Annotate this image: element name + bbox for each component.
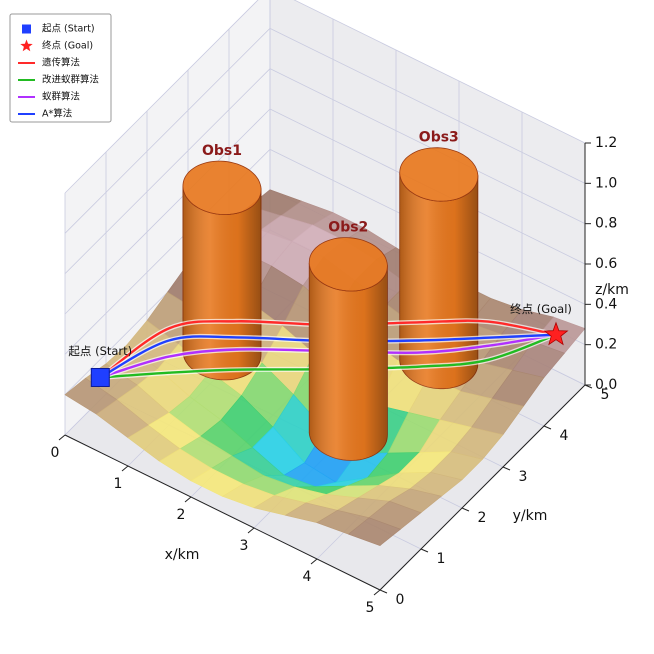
x-axis-label: x/km	[165, 547, 200, 563]
pane-left	[65, 0, 270, 435]
z-tick-label: 0.6	[595, 256, 617, 272]
x-axis-line	[64, 434, 381, 591]
grid-line	[293, 0, 586, 144]
x-tick-label: 2	[177, 507, 186, 523]
y-tick-label: 2	[478, 510, 487, 526]
y-tick	[420, 548, 429, 553]
legend-label: A*算法	[42, 108, 72, 120]
z-tick-label: 0.8	[595, 216, 617, 232]
obstacle-shade	[399, 173, 478, 389]
z-tick-label: 0.4	[595, 296, 617, 312]
grid-line	[64, 68, 271, 274]
y-tick	[461, 507, 470, 512]
obstacle-label: Obs1	[202, 143, 242, 159]
start-marker	[90, 367, 110, 387]
y-tick	[379, 589, 388, 594]
y-axis-label: y/km	[513, 508, 548, 524]
x-tick-label: 0	[51, 445, 60, 461]
z-tick-label: 0.0	[595, 377, 617, 393]
obstacle-shade	[309, 263, 388, 461]
grid-line	[64, 108, 271, 315]
x-tick-label: 4	[303, 569, 312, 585]
goal-marker	[543, 321, 569, 346]
y-tick-label: 4	[560, 428, 569, 444]
legend-label: 起点 (Start)	[42, 24, 95, 35]
legend-label: 遗传算法	[42, 57, 80, 69]
obstacle-top	[182, 160, 262, 215]
z-axis-label: z/km	[595, 282, 629, 298]
x-tick-label: 5	[366, 600, 375, 616]
y-tick-label: 3	[519, 469, 528, 485]
grid-line	[269, 27, 586, 184]
front-objects: Obs2 起点 (Start) 终点 (Goal)	[68, 220, 572, 461]
legend-label: 改进蚁群算法	[42, 74, 99, 86]
obstacle-top	[399, 147, 479, 202]
x-tick	[247, 527, 255, 534]
obstacle-label: Obs3	[419, 130, 459, 146]
x-tick-label: 3	[240, 538, 249, 554]
obstacle-label: Obs2	[328, 220, 368, 236]
x-tick	[184, 496, 192, 503]
goal-label: 终点 (Goal)	[510, 302, 572, 316]
grid-line	[64, 28, 271, 234]
grid-line	[64, 0, 259, 194]
legend-box	[9, 13, 112, 123]
y-tick	[502, 466, 511, 471]
back-objects: Obs1 Obs3	[182, 130, 479, 390]
x-tick	[373, 589, 381, 596]
obstacle-top	[308, 237, 388, 292]
z-tick-label: 0.2	[595, 337, 617, 353]
legend-marker	[22, 24, 31, 34]
x-tick	[310, 558, 318, 565]
grid-line	[269, 68, 586, 225]
x-tick	[121, 465, 129, 472]
legend-marker	[20, 39, 33, 52]
start-label: 起点 (Start)	[68, 344, 132, 358]
x-tick	[58, 434, 66, 441]
surface-cell	[347, 517, 402, 546]
y-axis-line	[379, 384, 586, 591]
y-tick-label: 5	[601, 387, 610, 403]
legend-label: 蚁群算法	[42, 91, 80, 103]
obstacle-shade	[182, 186, 262, 380]
legend-label: 终点 (Goal)	[42, 40, 93, 52]
y-tick-label: 1	[437, 551, 446, 567]
y-tick	[543, 425, 552, 430]
x-tick-label: 1	[114, 476, 123, 492]
z-tick-label: 1.2	[595, 135, 617, 151]
z-tick-label: 1.0	[595, 175, 617, 191]
y-tick-label: 0	[396, 592, 405, 608]
